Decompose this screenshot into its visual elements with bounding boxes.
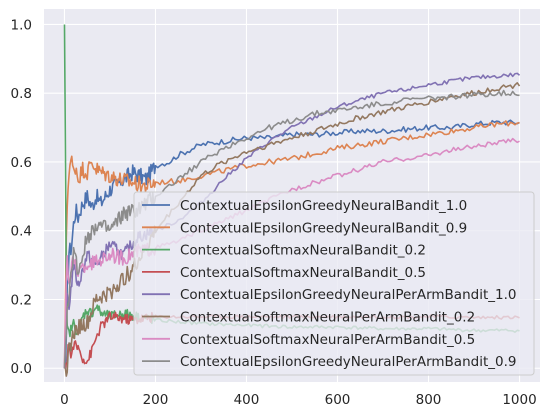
series-line (64, 81, 521, 377)
legend-label: ContextualEpsilonGreedyNeuralPerArmBandi… (180, 287, 516, 303)
legend-label: ContextualEpsilonGreedyNeuralBandit_1.0 (180, 198, 467, 214)
y-tick-label: 0.6 (11, 155, 32, 171)
legend-label: ContextualSoftmaxNeuralPerArmBandit_0.2 (180, 310, 475, 326)
y-tick-label: 0.8 (11, 86, 32, 102)
legend: ContextualEpsilonGreedyNeuralBandit_1.0 C… (133, 191, 535, 376)
legend-label: ContextualSoftmaxNeuralPerArmBandit_0.5 (180, 332, 475, 348)
series-line (64, 119, 520, 370)
y-tick-label: 0.4 (11, 224, 32, 240)
legend-label: ContextualSoftmaxNeuralBandit_0.5 (180, 265, 426, 281)
legend-label: ContextualEpsilonGreedyNeuralPerArmBandi… (180, 354, 516, 370)
y-tick-label: 0.0 (11, 361, 32, 377)
y-tick-label: 1.0 (11, 17, 32, 33)
series-line (63, 89, 520, 369)
axis-tick-labels: 0 200 400 600 800 1000 0.0 0.2 0.4 0.6 0.8 1.0 (11, 17, 537, 408)
x-tick-label: 1000 (502, 392, 536, 408)
legend-label: ContextualEpsilonGreedyNeuralBandit_0.9 (180, 220, 467, 236)
x-tick-label: 400 (234, 392, 260, 408)
x-tick-label: 800 (416, 392, 442, 408)
legend-label: ContextualSoftmaxNeuralBandit_0.2 (180, 243, 426, 259)
legend-box (133, 191, 535, 376)
y-tick-label: 0.2 (11, 292, 32, 308)
x-tick-label: 0 (60, 392, 69, 408)
x-tick-label: 600 (325, 392, 351, 408)
x-tick-label: 200 (143, 392, 169, 408)
series-line (63, 120, 520, 369)
